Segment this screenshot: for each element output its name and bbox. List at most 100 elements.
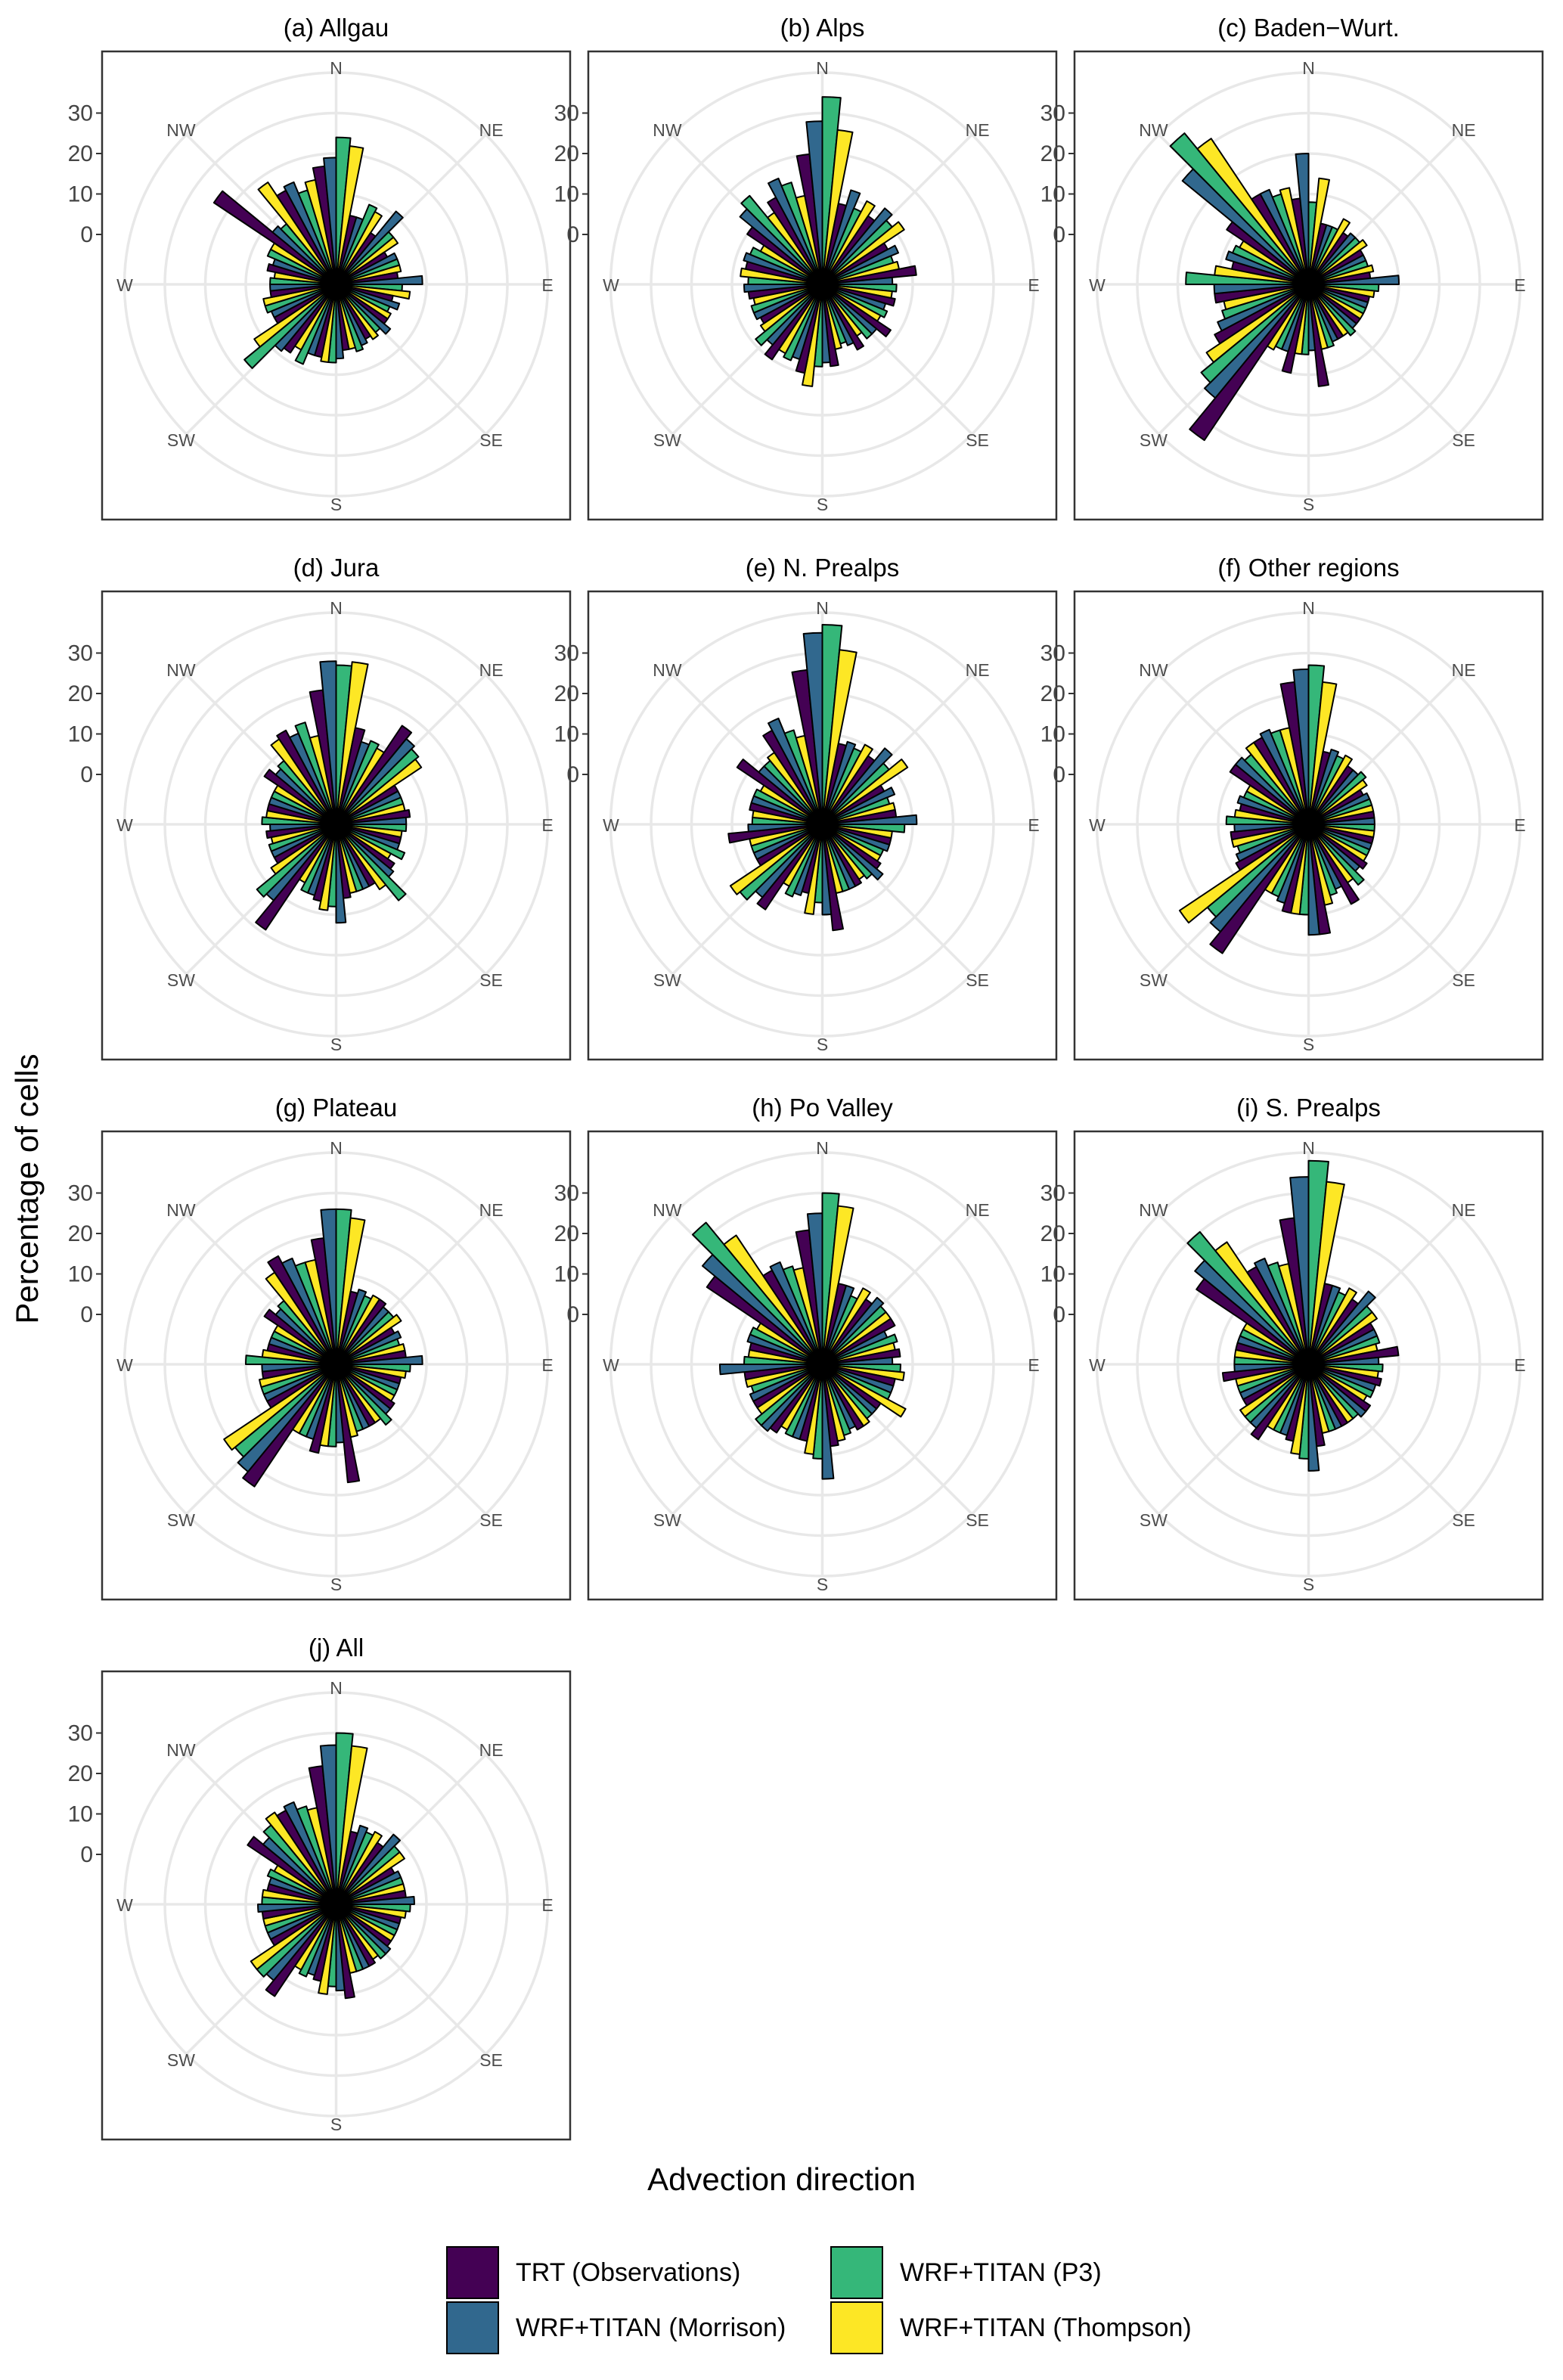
direction-label: NW	[166, 1200, 196, 1220]
bar-morrison	[821, 824, 833, 916]
bar-morrison	[335, 1354, 423, 1365]
bar-morrison	[1209, 824, 1310, 932]
radial-tick-label: 30	[554, 641, 579, 666]
y-axis-label: Percentage of cells	[9, 1053, 45, 1324]
radial-tick-label: 10	[1040, 182, 1065, 207]
radial-tick-label: 10	[554, 182, 579, 207]
bar-trt	[821, 1364, 864, 1431]
direction-label: SE	[1452, 430, 1475, 450]
bar-trt	[276, 729, 337, 825]
direction-label: N	[330, 1138, 343, 1158]
bar-morrison	[335, 275, 423, 285]
bar-thompson	[262, 284, 337, 307]
bar-thompson	[821, 221, 905, 285]
direction-label: SW	[167, 430, 195, 450]
bar-morrison	[821, 787, 896, 825]
bar-morrison	[1307, 1364, 1320, 1472]
bar-thompson	[795, 194, 823, 285]
bar-morrison	[1259, 728, 1310, 825]
direction-label: W	[116, 815, 133, 835]
radial-tick-label: 30	[68, 101, 93, 126]
bar-morrison	[1235, 824, 1310, 862]
bar-p3	[821, 824, 873, 880]
bar-p3	[821, 1333, 898, 1365]
bar-thompson	[270, 824, 337, 875]
radial-tick-label: 0	[80, 1842, 93, 1867]
radial-tick-label: 10	[554, 722, 579, 747]
direction-label: W	[603, 1355, 619, 1375]
bar-p3	[335, 748, 420, 825]
bar-morrison	[1254, 1257, 1310, 1365]
bar-thompson	[259, 1364, 337, 1389]
bar-trt	[335, 1364, 361, 1484]
direction-label: W	[116, 1355, 133, 1375]
direction-label: NW	[1139, 120, 1168, 140]
radial-tick-label: 10	[1040, 1262, 1065, 1287]
bar-p3	[335, 1364, 392, 1426]
panel-title: (b) Alps	[780, 14, 865, 42]
bar-morrison	[821, 824, 884, 881]
bar-trt	[335, 808, 411, 825]
direction-label: N	[816, 1138, 829, 1158]
bar-trt	[821, 824, 844, 932]
legend-item-thompson: WRF+TITAN (Thompson)	[830, 2301, 1192, 2354]
direction-label: E	[1514, 1355, 1525, 1375]
legend-label-trt: TRT (Observations)	[516, 2257, 741, 2287]
bar-trt	[821, 1317, 896, 1365]
bar-thompson	[335, 1851, 405, 1905]
bar-trt	[821, 284, 864, 351]
bar-p3	[335, 284, 364, 352]
bar-thompson	[1239, 1364, 1310, 1418]
direction-label: E	[1028, 1355, 1039, 1375]
direction-label: SE	[479, 2050, 503, 2070]
radial-tick-label: 0	[1053, 762, 1065, 787]
x-axis-label: Advection direction	[647, 2161, 916, 2197]
direction-label: NE	[966, 660, 990, 680]
radial-tick-label: 0	[1053, 1302, 1065, 1327]
bar-thompson	[223, 1364, 337, 1451]
bar-p3	[335, 1904, 387, 1960]
direction-label: SE	[966, 1510, 989, 1530]
radial-tick-label: 0	[566, 762, 579, 787]
radial-tick-label: 30	[554, 1181, 579, 1206]
direction-label: S	[1303, 1035, 1314, 1054]
bar-trt	[1230, 824, 1310, 841]
radial-tick-label: 0	[80, 1302, 93, 1327]
direction-label: S	[1303, 1575, 1314, 1594]
direction-label: SE	[966, 430, 989, 450]
bar-morrison	[1259, 188, 1310, 285]
bar-morrison	[335, 210, 404, 285]
direction-label: N	[330, 1678, 343, 1698]
direction-label: SW	[1140, 430, 1168, 450]
direction-label: NW	[1139, 660, 1168, 680]
panel-title: (f) Other regions	[1217, 554, 1399, 582]
bar-morrison	[747, 824, 823, 833]
panel-5: (e) N. Prealps 30 20 10 0 N NE E SE S SW W NW	[554, 554, 1058, 1061]
bar-trt	[1189, 284, 1310, 442]
panel-3: (c) Baden−Wurt. 30 20 10 0 N NE E SE S SW W NW	[1040, 14, 1544, 521]
bar-thompson	[1178, 824, 1310, 924]
bar-thompson	[335, 824, 387, 891]
bar-morrison	[319, 660, 337, 825]
bar-trt	[263, 1308, 337, 1365]
bar-thompson	[265, 1811, 337, 1905]
bar-morrison	[1217, 284, 1310, 332]
direction-label: N	[816, 598, 829, 618]
direction-label: NE	[966, 1200, 990, 1220]
direction-label: W	[603, 275, 619, 295]
direction-label: N	[1302, 1138, 1315, 1158]
bar-thompson	[821, 759, 909, 825]
bar-trt	[247, 1835, 337, 1905]
radial-tick-label: 30	[68, 641, 93, 666]
direction-label: SW	[653, 430, 681, 450]
bar-trt	[1221, 1364, 1310, 1382]
bar-morrison	[1295, 152, 1310, 285]
panel-1: (a) Allgau 30 20 10 0 N NE E SE S SW W NW	[68, 14, 572, 521]
bar-p3	[1200, 284, 1310, 383]
radial-tick-label: 20	[554, 141, 579, 166]
bar-thompson	[335, 236, 399, 285]
bar-morrison	[769, 1261, 823, 1365]
radial-tick-label: 10	[68, 182, 93, 207]
bar-thompson	[335, 264, 402, 285]
